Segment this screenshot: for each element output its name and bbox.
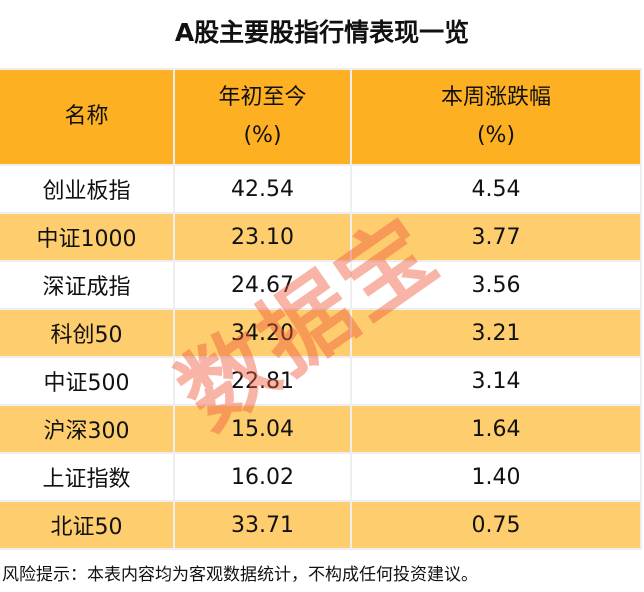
index-name-cell: 中证500 [0,358,173,404]
header-label: 年初至今 [218,85,307,110]
index-name-cell: 创业板指 [0,166,173,212]
week-change-cell: 4.54 [352,166,640,212]
index-name-cell: 科创50 [0,310,173,356]
ytd-change-cell: 33.71 [175,502,350,548]
ytd-change-cell: 42.54 [175,166,350,212]
table-row: 中证1000 23.10 3.77 [0,214,640,260]
ytd-change-cell: 23.10 [175,214,350,260]
index-name-cell: 沪深300 [0,406,173,452]
header-ytd: 年初至今 (%) [175,70,350,164]
ytd-change-cell: 16.02 [175,454,350,500]
table-body: 创业板指 42.54 4.54 中证1000 23.10 3.77 深证成指 24.67 3.5… [0,166,640,548]
header-name: 名称 [0,70,173,164]
header-unit: (%) [476,123,516,148]
ytd-change-cell: 15.04 [175,406,350,452]
header-week: 本周涨跌幅 (%) [352,70,640,164]
table-row: 中证500 22.81 3.14 [0,358,640,404]
table-row: 创业板指 42.54 4.54 [0,166,640,212]
week-change-cell: 3.77 [352,214,640,260]
table-row: 深证成指 24.67 3.56 [0,262,640,308]
week-change-cell: 0.75 [352,502,640,548]
index-name-cell: 深证成指 [0,262,173,308]
table-row: 上证指数 16.02 1.40 [0,454,640,500]
header-row: 名称 年初至今 (%) 本周涨跌幅 (%) [0,70,640,164]
ytd-change-cell: 34.20 [175,310,350,356]
week-change-cell: 1.40 [352,454,640,500]
header-unit: (%) [243,123,282,148]
ytd-change-cell: 24.67 [175,262,350,308]
index-name-cell: 北证50 [0,502,173,548]
index-name-cell: 中证1000 [0,214,173,260]
index-name-cell: 上证指数 [0,454,173,500]
header-label: 本周涨跌幅 [440,85,551,110]
table-row: 科创50 34.20 3.21 [0,310,640,356]
ytd-change-cell: 22.81 [175,358,350,404]
risk-disclaimer: 风险提示：本表内容均为客观数据统计，不构成任何投资建议。 [2,565,478,585]
week-change-cell: 1.64 [352,406,640,452]
table-row: 北证50 33.71 0.75 [0,502,640,548]
table-title: A股主要股指行情表现一览 [174,18,470,47]
index-table: 名称 年初至今 (%) 本周涨跌幅 (%) 创业板指 42.54 4.54 中证1000 2… [0,68,642,550]
week-change-cell: 3.14 [352,358,640,404]
week-change-cell: 3.21 [352,310,640,356]
week-change-cell: 3.56 [352,262,640,308]
header-label: 名称 [64,104,109,129]
table-row: 沪深300 15.04 1.64 [0,406,640,452]
